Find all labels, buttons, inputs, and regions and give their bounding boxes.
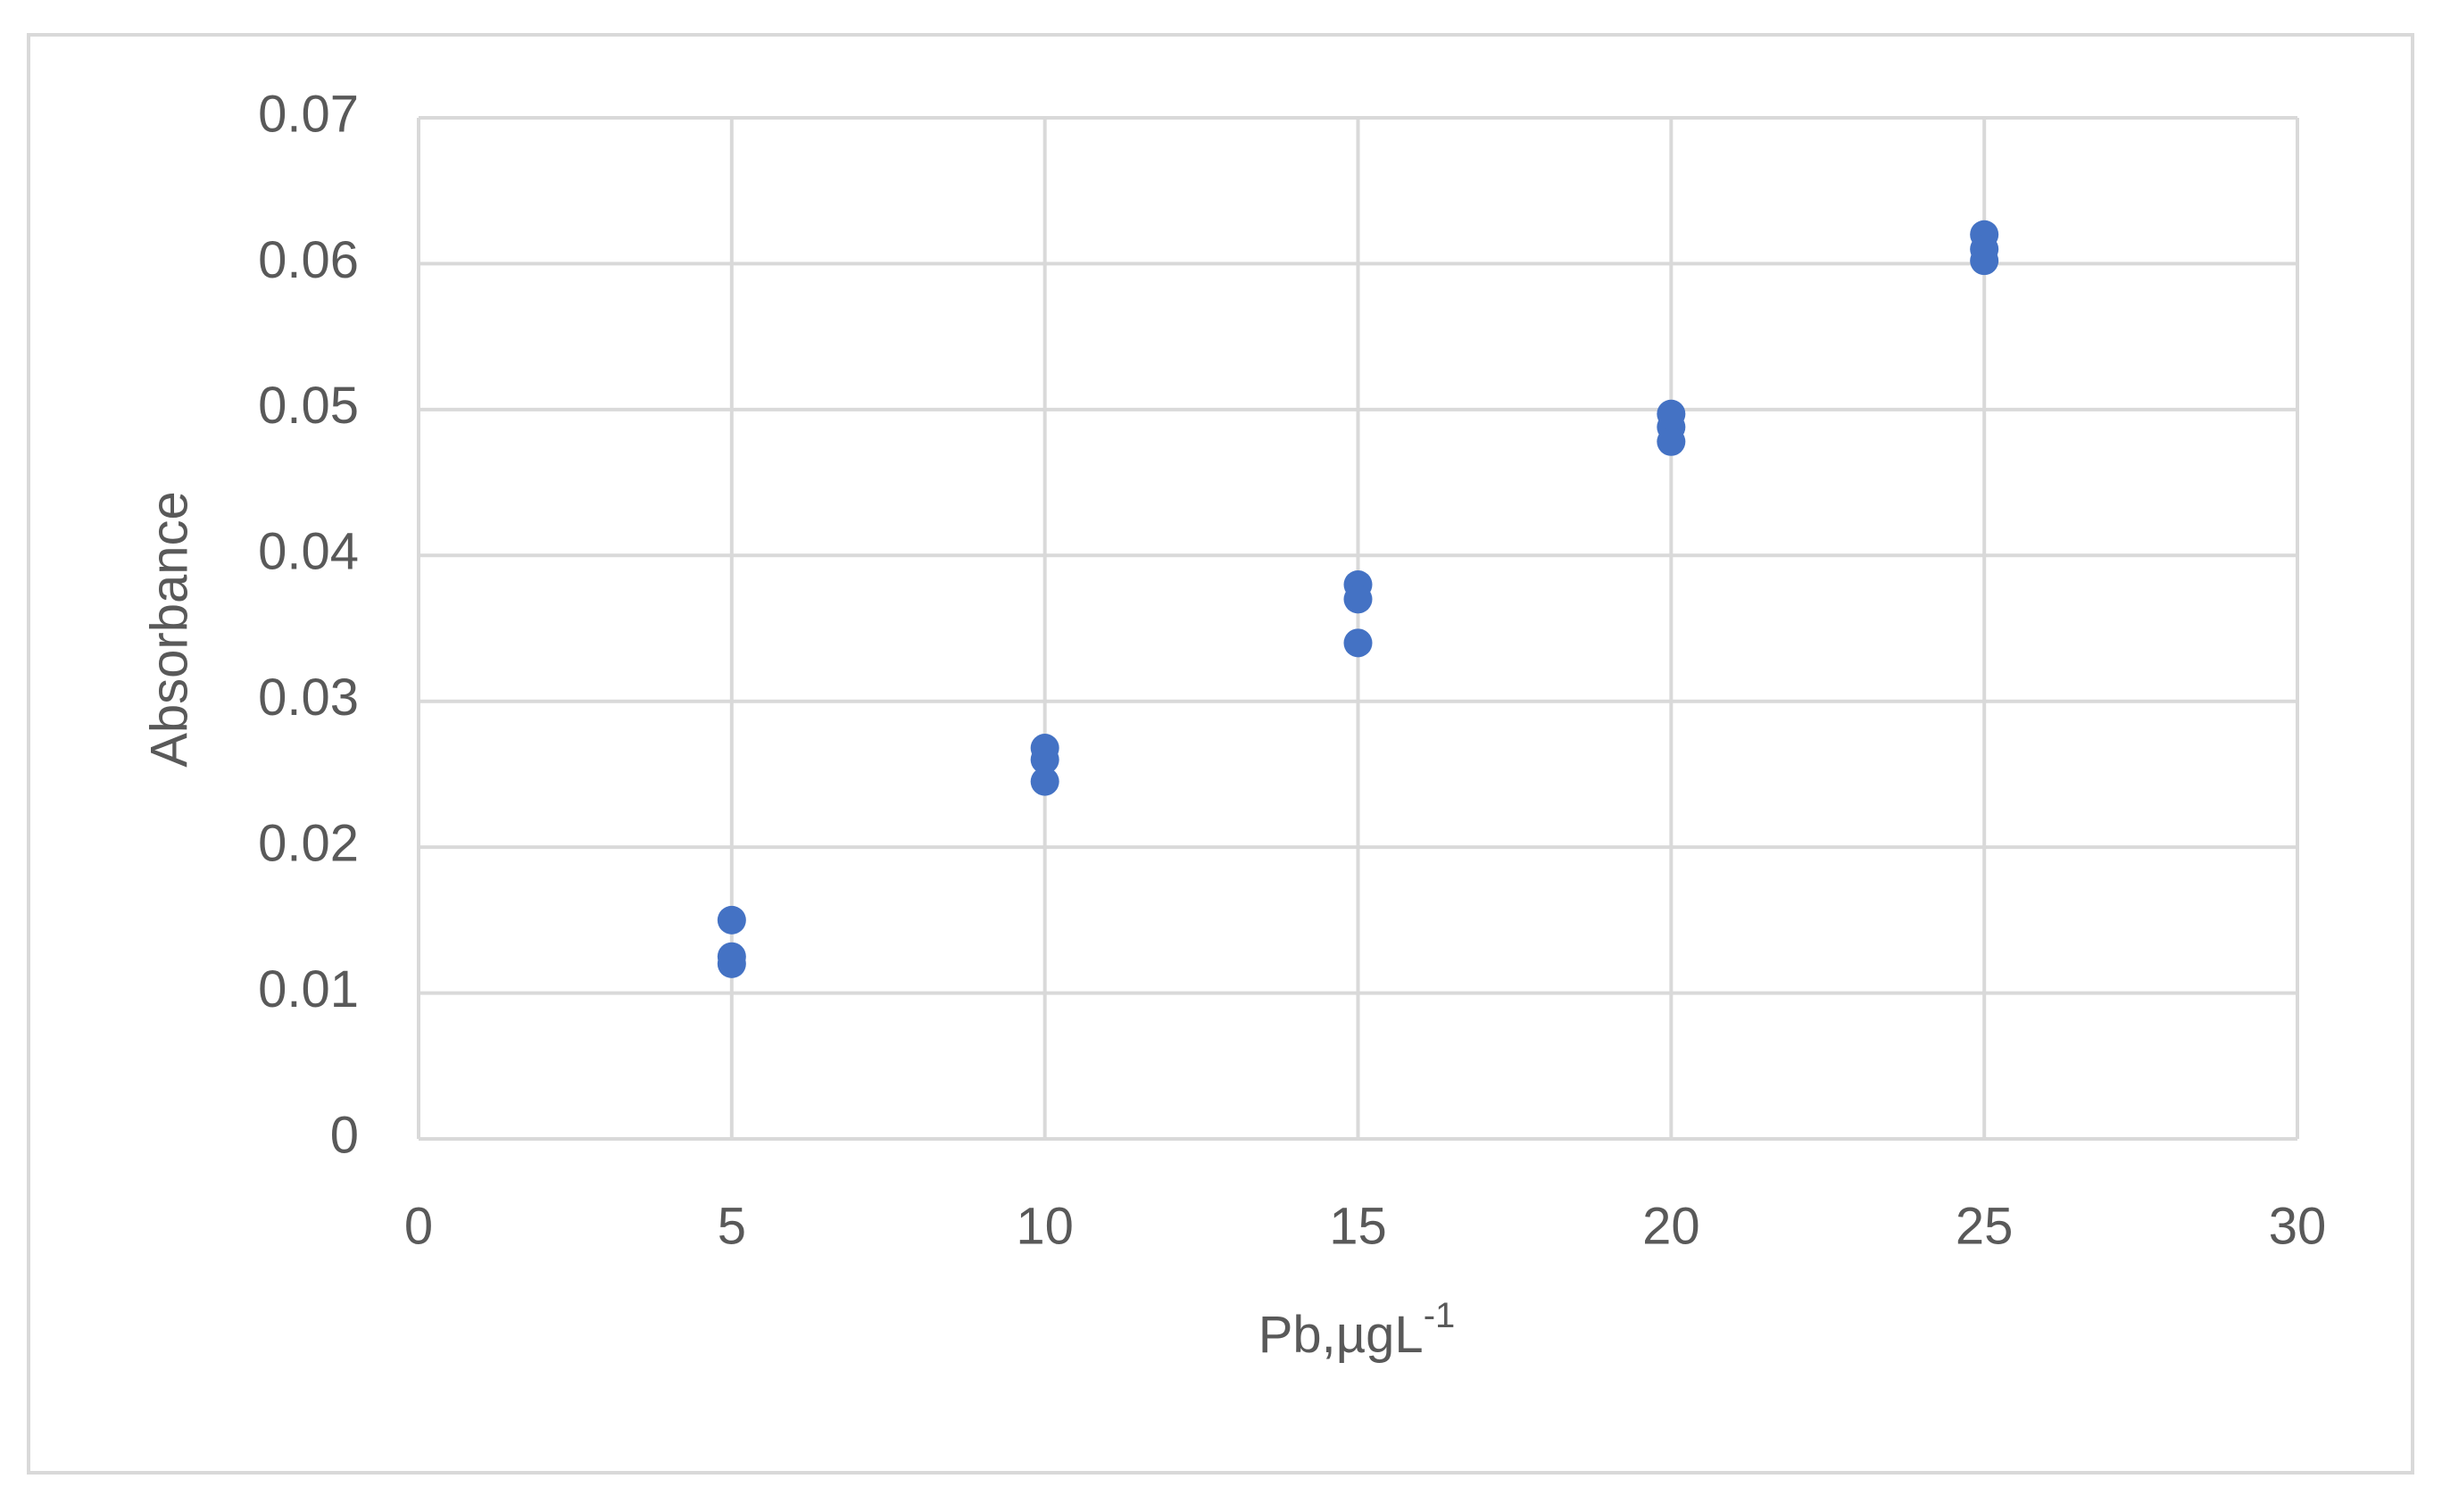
- data-point: [717, 949, 746, 978]
- data-point: [1030, 767, 1059, 796]
- data-point: [1030, 745, 1059, 775]
- data-point: [717, 905, 746, 935]
- y-tick-label: 0.01: [258, 960, 359, 1018]
- x-tick-label: 10: [1016, 1197, 1074, 1255]
- data-point: [1970, 246, 1999, 276]
- x-axis-label-superscript: -1: [1424, 1296, 1456, 1335]
- y-tick-label: 0.06: [258, 231, 359, 289]
- y-tick-label: 0.07: [258, 85, 359, 143]
- x-axis-label: Pb,µgL-1: [1258, 1296, 1456, 1365]
- data-point: [1343, 628, 1373, 658]
- x-tick-label: 5: [718, 1197, 746, 1255]
- y-tick-label: 0.04: [258, 523, 359, 581]
- x-tick-label: 20: [1642, 1197, 1700, 1255]
- chart-frame: [27, 33, 2414, 1475]
- data-point: [1343, 585, 1373, 614]
- x-tick-label: 25: [1956, 1197, 2014, 1255]
- data-point: [1657, 427, 1686, 456]
- y-tick-label: 0.03: [258, 669, 359, 727]
- x-tick-label: 0: [404, 1197, 433, 1255]
- y-tick-label: 0.02: [258, 814, 359, 872]
- y-tick-label: 0: [330, 1106, 359, 1164]
- x-axis-label-main: Pb,µgL: [1258, 1306, 1424, 1364]
- y-tick-label: 0.05: [258, 377, 359, 435]
- y-axis-label: Absorbance: [140, 491, 198, 768]
- x-tick-label: 30: [2269, 1197, 2327, 1255]
- x-tick-label: 15: [1329, 1197, 1387, 1255]
